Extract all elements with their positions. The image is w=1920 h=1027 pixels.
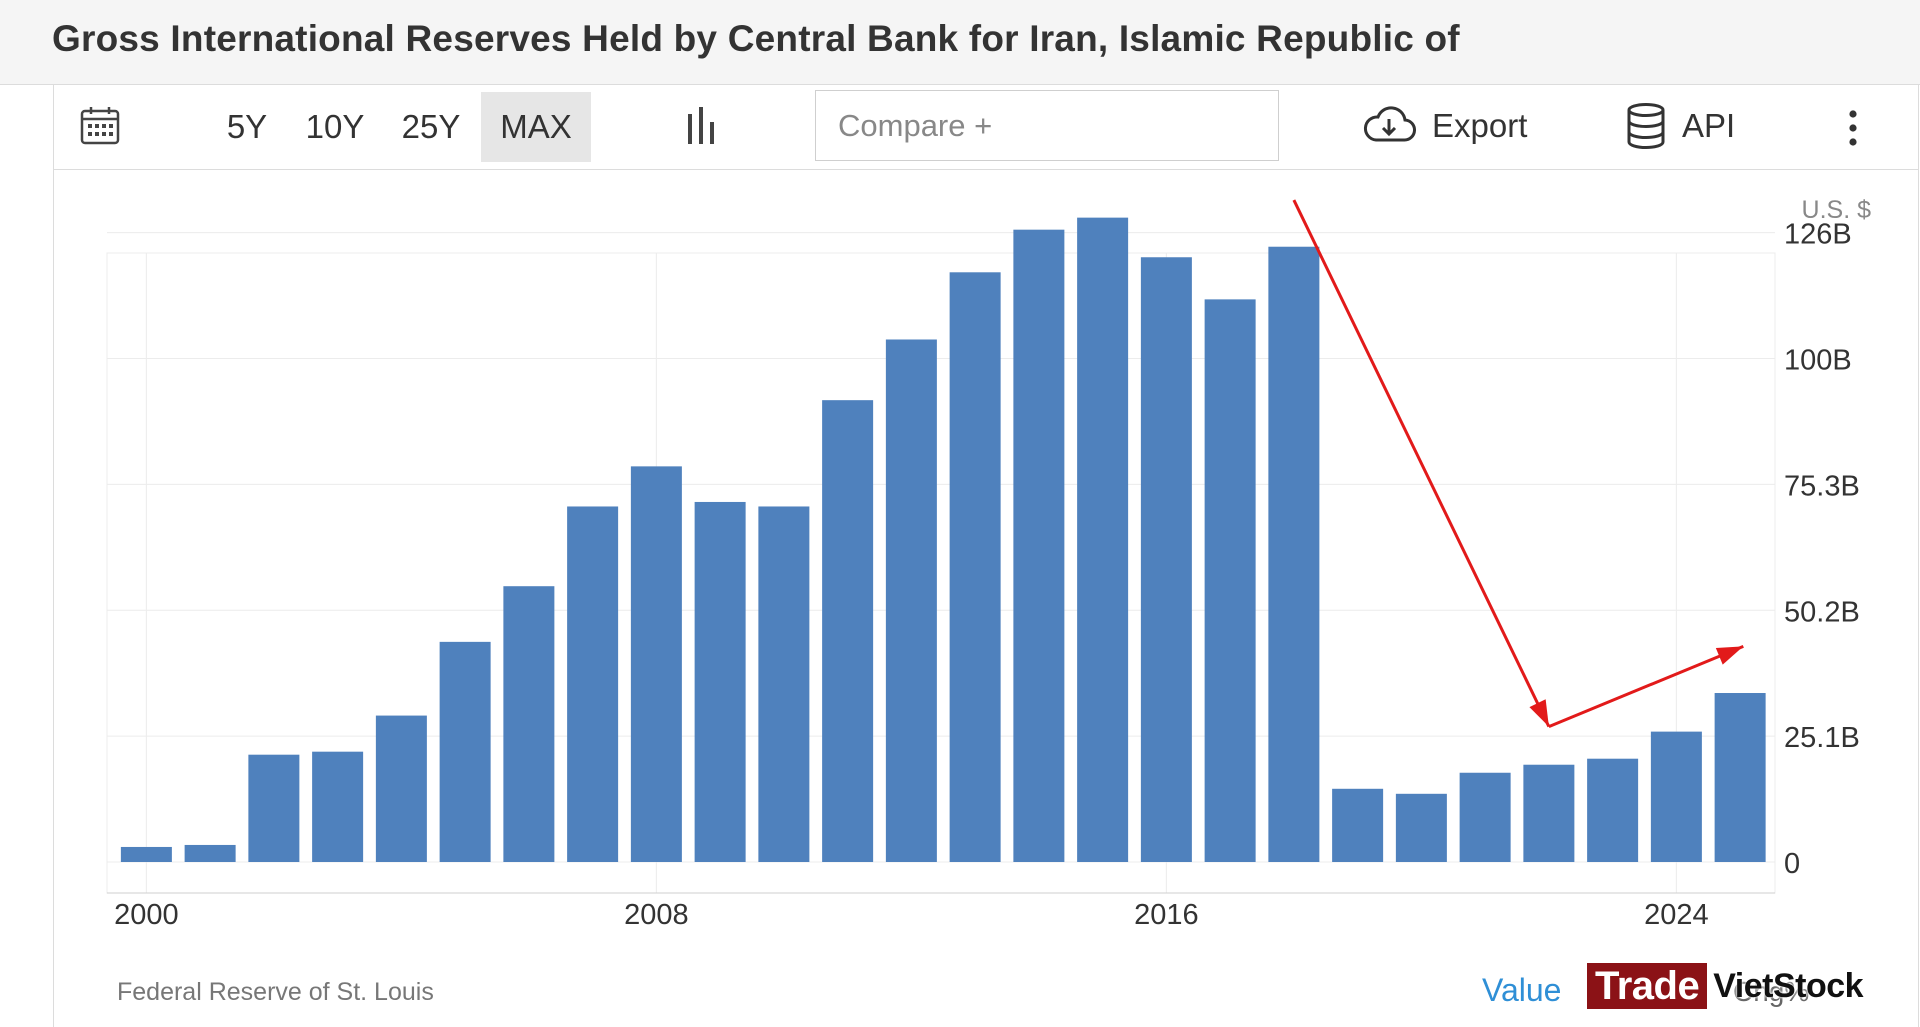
value-tab[interactable]: Value bbox=[1482, 972, 1562, 1008]
watermark-trade: Trade bbox=[1585, 961, 1710, 1011]
watermark-vietstock: VietStock bbox=[1713, 966, 1864, 1005]
export-button[interactable]: Export bbox=[1362, 100, 1527, 152]
database-icon bbox=[1627, 103, 1665, 149]
chg-tab[interactable]: Chg% bbox=[1733, 976, 1810, 1007]
title-bar: Gross International Reserves Held by Cen… bbox=[0, 0, 1920, 85]
compare-input[interactable] bbox=[816, 91, 1278, 160]
api-button[interactable]: API bbox=[1626, 100, 1735, 152]
source-label: Federal Reserve of St. Louis bbox=[117, 978, 434, 1006]
page-title: Gross International Reserves Held by Cen… bbox=[52, 18, 1460, 59]
chart-panel bbox=[53, 85, 1919, 1027]
range-10y-button[interactable]: 10Y bbox=[305, 108, 365, 145]
compare-box bbox=[815, 90, 1279, 161]
export-label: Export bbox=[1432, 107, 1528, 144]
calendar-icon[interactable] bbox=[80, 106, 120, 146]
cloud-download-icon bbox=[1363, 106, 1416, 142]
unit-label: U.S. $ bbox=[1801, 196, 1871, 224]
bar-chart-icon[interactable] bbox=[684, 106, 720, 146]
api-label: API bbox=[1682, 107, 1736, 144]
range-5y-button[interactable]: 5Y bbox=[226, 108, 268, 145]
more-options-icon[interactable] bbox=[1846, 108, 1860, 148]
range-25y-button[interactable]: 25Y bbox=[401, 108, 461, 145]
watermark-logo: Trade VietStock bbox=[1585, 961, 1864, 1011]
range-max-button[interactable]: MAX bbox=[481, 92, 591, 162]
toolbar bbox=[53, 85, 1919, 170]
